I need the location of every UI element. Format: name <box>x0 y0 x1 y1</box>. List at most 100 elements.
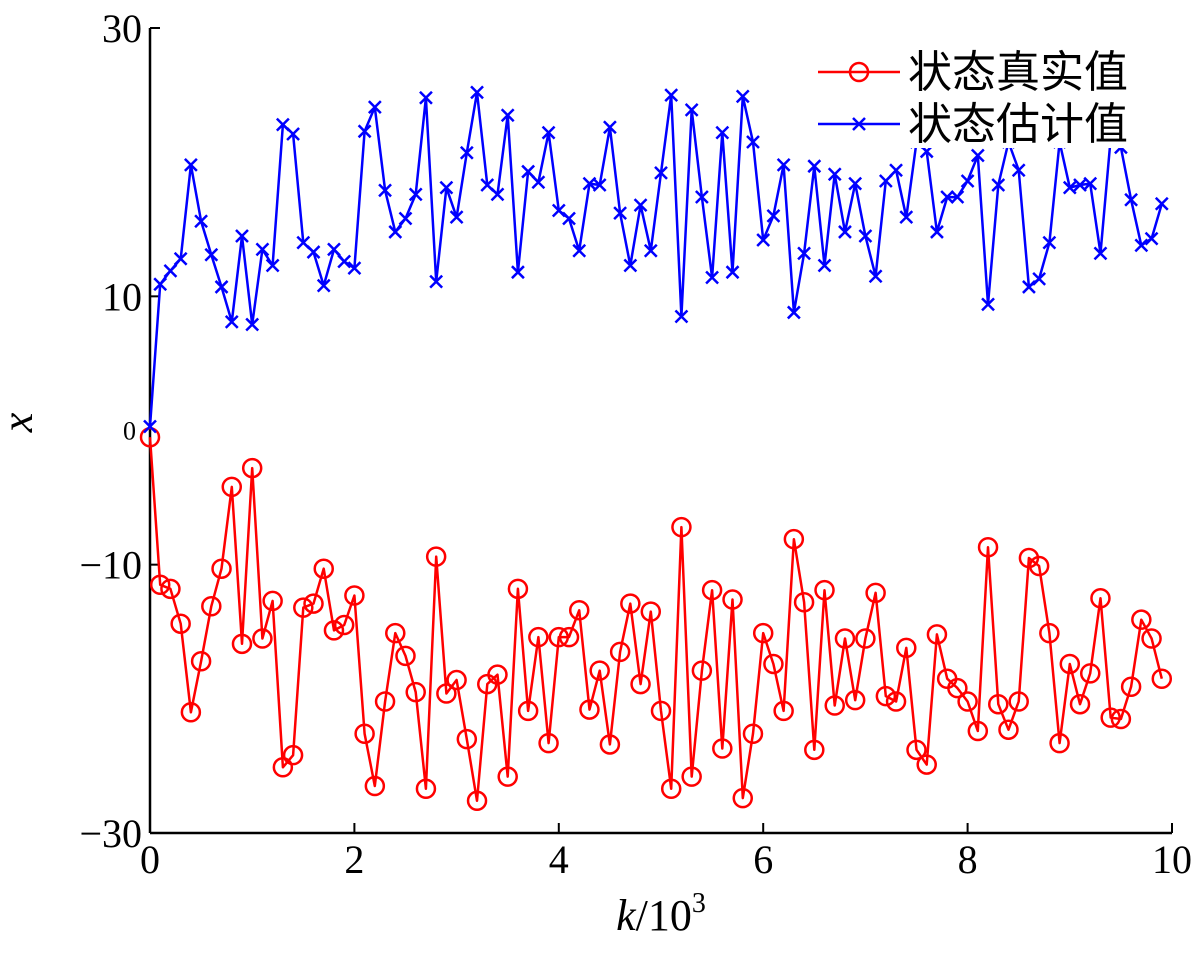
x-axis-label: k/103 <box>616 888 706 940</box>
data-point-cross <box>858 229 873 243</box>
data-point-cross <box>613 206 628 221</box>
data-point-cross <box>1022 280 1036 294</box>
data-point-cross <box>643 243 658 258</box>
data-point-circle <box>848 61 870 83</box>
data-point-circle <box>732 787 754 809</box>
data-point-circle <box>466 790 488 812</box>
data-point-circle <box>998 719 1019 740</box>
data-point-cross <box>970 148 985 163</box>
data-point-circle <box>763 653 784 675</box>
data-point-circle <box>405 681 426 703</box>
data-point-cross <box>173 251 188 266</box>
data-point-circle <box>824 695 845 716</box>
data-point-cross <box>807 159 822 174</box>
legend-background <box>808 40 1172 148</box>
y-tick-label: 30 <box>102 6 142 51</box>
data-point-circle <box>558 626 580 648</box>
data-point-cross <box>429 274 444 289</box>
data-point-circle <box>1120 676 1142 698</box>
y-ticks: −30 −10 10 30 <box>79 6 160 856</box>
data-point-circle <box>579 699 600 720</box>
data-point-circle <box>691 660 713 681</box>
data-point-circle <box>282 744 304 766</box>
data-point-circle <box>967 720 989 742</box>
data-point-circle <box>221 476 243 498</box>
data-point-cross <box>797 246 811 261</box>
data-point-circle <box>814 579 835 601</box>
data-point-circle <box>262 590 283 612</box>
data-point-cross <box>1124 192 1139 207</box>
data-point-circle <box>916 754 937 775</box>
data-point-circle <box>793 591 815 613</box>
series-1 <box>139 426 1173 812</box>
data-point-circle <box>354 723 375 744</box>
data-point-cross <box>654 166 668 180</box>
svg-text:k/103: k/103 <box>616 888 706 940</box>
data-point-cross <box>786 305 801 320</box>
data-point-circle <box>538 732 559 754</box>
x-tick-label: 10 <box>1152 837 1192 882</box>
data-point-circle <box>783 528 805 550</box>
x-tick-label: 6 <box>753 837 773 882</box>
data-point-cross <box>852 117 866 131</box>
data-point-circle <box>1079 663 1101 684</box>
data-point-circle <box>701 579 723 601</box>
data-point-cross <box>633 198 648 212</box>
data-point-cross <box>684 102 699 117</box>
data-point-cross <box>746 135 760 149</box>
data-point-cross <box>572 243 587 258</box>
data-point-cross <box>981 297 995 312</box>
data-point-cross <box>265 258 280 273</box>
data-point-circle <box>1069 693 1091 715</box>
data-point-cross <box>827 167 842 182</box>
data-point-circle <box>906 739 927 761</box>
data-point-cross <box>603 120 617 135</box>
data-point-circle <box>1059 653 1081 675</box>
data-point-cross <box>419 90 433 105</box>
data-point-cross <box>889 163 903 178</box>
data-point-cross <box>735 89 750 104</box>
data-point-cross <box>766 208 781 223</box>
data-point-cross <box>950 190 965 204</box>
data-point-cross <box>930 225 944 239</box>
data-point-cross <box>398 211 413 226</box>
data-point-cross <box>470 85 484 100</box>
data-point-circle <box>1028 555 1050 577</box>
data-point-cross <box>286 127 300 141</box>
data-point-circle <box>865 582 886 604</box>
data-point-cross <box>694 190 709 204</box>
x-tick-label: 4 <box>549 837 569 882</box>
data-point-cross <box>623 258 638 273</box>
data-point-cross <box>378 183 392 198</box>
x-tick-label: 8 <box>958 837 978 882</box>
data-point-cross <box>327 242 341 257</box>
data-point-cross <box>878 174 893 188</box>
data-point-circle <box>742 723 764 744</box>
data-point-cross <box>224 314 239 329</box>
data-point-cross <box>255 242 270 257</box>
data-point-circle <box>1039 622 1060 644</box>
data-point-cross <box>153 277 168 292</box>
data-point-cross <box>991 178 1006 192</box>
data-point-circle <box>190 651 212 672</box>
data-point-circle <box>712 738 733 759</box>
data-point-circle <box>149 574 171 596</box>
data-point-cross <box>551 203 566 218</box>
data-point-circle <box>926 624 948 645</box>
data-point-circle <box>722 589 743 610</box>
data-point-cross <box>1062 180 1077 195</box>
data-point-cross <box>664 88 679 102</box>
data-point-circle <box>293 597 314 618</box>
plot-area: 0 2 4 6 8 10 −30 −10 10 30 <box>79 6 1192 882</box>
data-point-cross <box>337 254 352 269</box>
data-point-cross <box>306 245 321 259</box>
data-point-circle <box>875 685 897 707</box>
data-point-circle <box>844 689 866 711</box>
data-point-circle <box>374 691 396 712</box>
y-tick-label: −30 <box>79 811 142 856</box>
data-point-circle <box>303 593 324 614</box>
data-point-circle <box>497 766 518 787</box>
data-point-circle <box>528 626 549 648</box>
data-point-circle <box>160 578 181 600</box>
